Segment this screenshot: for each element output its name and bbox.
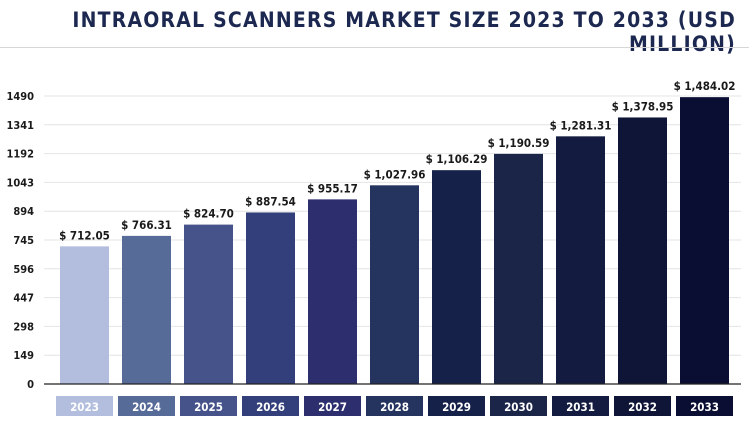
- bar-2023: [60, 246, 109, 384]
- x-label-bg-2026: [242, 396, 299, 416]
- bar-2028: [370, 185, 419, 384]
- x-tick-label-2030: 2030: [504, 400, 533, 414]
- y-tick-label: 149: [13, 349, 34, 362]
- x-label-bg-2030: [490, 396, 547, 416]
- data-label-2028: $ 1,027.96: [364, 167, 426, 181]
- title-divider: [0, 47, 749, 48]
- y-tick-label: 596: [13, 263, 34, 276]
- data-label-2024: $ 766.31: [121, 218, 172, 232]
- x-tick-label-2023: 2023: [70, 400, 99, 414]
- x-label-bg-2025: [180, 396, 237, 416]
- x-axis-labels: 2023 2024 2025 2026 2027 2028 2029 2030 2031 2032…: [56, 396, 733, 416]
- bar-2029: [432, 170, 481, 384]
- y-tick-label: 1490: [6, 90, 34, 103]
- bar-2027: [308, 199, 357, 384]
- data-label-2030: $ 1,190.59: [488, 136, 550, 150]
- x-label-bg-2028: [366, 396, 423, 416]
- data-label-2033: $ 1,484.02: [674, 79, 736, 93]
- x-tick-label-2026: 2026: [256, 400, 285, 414]
- bar-2031: [556, 136, 605, 384]
- y-tick-label: 447: [13, 292, 34, 305]
- bars: [60, 97, 729, 385]
- x-tick-label-2032: 2032: [628, 400, 657, 414]
- data-label-2023: $ 712.05: [59, 228, 110, 242]
- data-label-2026: $ 887.54: [245, 194, 296, 208]
- y-tick-label: 1192: [6, 148, 34, 161]
- y-tick-label: 894: [13, 205, 34, 218]
- x-tick-label-2029: 2029: [442, 400, 471, 414]
- x-label-bg-2029: [428, 396, 485, 416]
- x-tick-label-2024: 2024: [132, 400, 161, 414]
- y-tick-label: 1043: [6, 176, 34, 189]
- x-tick-label-2028: 2028: [380, 400, 409, 414]
- data-label-2025: $ 824.70: [183, 207, 234, 221]
- x-label-bg-2027: [304, 396, 361, 416]
- x-tick-label-2027: 2027: [318, 400, 347, 414]
- x-label-bg-2023: [56, 396, 113, 416]
- y-tick-label: 298: [13, 320, 34, 333]
- y-axis: 0 149 298 447 596 745 894 1043 1192 1341 1490: [6, 90, 34, 391]
- chart-title: INTRAORAL SCANNERS MARKET SIZE 2023 TO 2…: [72, 8, 736, 56]
- x-label-bg-2033: [676, 396, 733, 416]
- bar-2032: [618, 117, 667, 385]
- y-tick-label: 1341: [6, 119, 34, 132]
- bar-2030: [494, 153, 543, 384]
- x-label-bg-2032: [614, 396, 671, 416]
- data-label-2032: $ 1,378.95: [612, 99, 674, 113]
- bar-2033: [680, 97, 729, 384]
- bar-2026: [246, 212, 295, 384]
- x-label-bg-2024: [118, 396, 175, 416]
- bar-2024: [122, 235, 171, 384]
- x-tick-label-2025: 2025: [194, 400, 223, 414]
- bar-2025: [184, 224, 233, 384]
- data-labels: $ 712.05 $ 766.31 $ 824.70 $ 887.54 $ 955.17…: [59, 79, 735, 242]
- x-tick-label-2031: 2031: [566, 400, 595, 414]
- y-tick-label: 0: [27, 378, 34, 391]
- data-label-2031: $ 1,281.31: [550, 118, 612, 132]
- x-tick-label-2033: 2033: [690, 400, 719, 414]
- y-tick-label: 745: [13, 234, 34, 247]
- data-label-2029: $ 1,106.29: [426, 152, 488, 166]
- data-label-2027: $ 955.17: [307, 181, 358, 195]
- x-label-bg-2031: [552, 396, 609, 416]
